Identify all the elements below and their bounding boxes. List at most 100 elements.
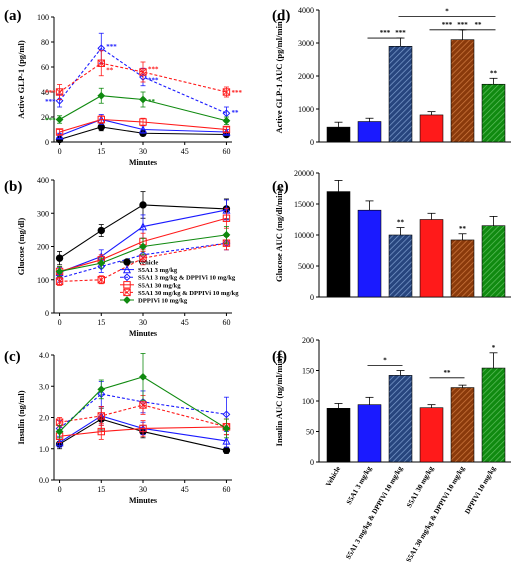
y-tick-label: 40 xyxy=(41,88,49,97)
data-point xyxy=(138,125,148,134)
x-tick-label: 30 xyxy=(139,318,147,327)
data-point xyxy=(139,201,147,209)
bar xyxy=(419,219,444,298)
bar xyxy=(481,367,506,463)
significance-label: ** xyxy=(444,369,452,377)
significance-label: ** xyxy=(459,225,467,233)
chart-panel-c: (c) 0.0 1.0 2.0 3.0 4.0 0 15 30 45 60 Minutes Insuli… xyxy=(4,349,232,505)
y-axis-label: Glucose AUC (mg/dl/min) xyxy=(274,188,284,282)
bar xyxy=(388,45,413,143)
legend-item-s5a1_3: S5A1 3 mg/kg xyxy=(120,265,178,274)
y-tick-label: 0 xyxy=(310,138,314,147)
panel-label: (d) xyxy=(272,8,290,24)
significance-label: *** xyxy=(231,89,242,97)
data-point xyxy=(139,372,147,381)
series-line xyxy=(59,418,227,451)
x-tick-label: 15 xyxy=(97,485,105,494)
category-label: Vehicle xyxy=(324,465,342,488)
series-s5a1_30 xyxy=(55,115,231,136)
bar xyxy=(357,209,382,298)
data-point xyxy=(55,88,64,96)
data-point xyxy=(97,259,106,268)
category-label: DPPIVi 10 mg/kg xyxy=(463,465,497,516)
data-point xyxy=(222,230,231,239)
y-tick-label: 1000 xyxy=(298,105,314,114)
y-tick-label: 1.0 xyxy=(39,445,49,454)
y-tick-label: 0 xyxy=(45,309,49,318)
series-line xyxy=(59,415,227,443)
x-tick-label: 60 xyxy=(222,147,230,156)
data-point xyxy=(222,109,231,118)
significance-label: * xyxy=(492,344,496,352)
legend-item-s5a1_3_dpp: S5A1 3 mg/kg & DPPIVi 10 mg/kg xyxy=(120,273,236,282)
data-point xyxy=(55,277,64,286)
series-line xyxy=(59,376,227,432)
x-tick-label: 15 xyxy=(97,318,105,327)
y-tick-label: 15000 xyxy=(294,200,314,209)
bar xyxy=(326,408,351,463)
significance-label: ** xyxy=(231,109,239,117)
bar xyxy=(357,404,382,463)
y-tick-label: 5000 xyxy=(298,262,314,271)
significance-label: * xyxy=(445,8,449,16)
y-tick-label: 0 xyxy=(310,293,314,302)
y-tick-label: 4000 xyxy=(298,6,314,15)
data-point xyxy=(139,424,147,433)
y-tick-label: 60 xyxy=(41,63,49,72)
y-tick-label: 150 xyxy=(302,367,314,376)
y-tick-label: 0 xyxy=(310,458,314,467)
panel-label: (c) xyxy=(4,349,21,365)
data-point xyxy=(97,427,105,436)
data-point xyxy=(138,222,148,231)
panel-label: (f) xyxy=(272,349,287,365)
bar xyxy=(450,39,475,143)
significance-label: *** xyxy=(148,77,159,85)
significance-label: *** xyxy=(457,21,468,29)
legend-label: DPPIVi 10 mg/kg xyxy=(138,298,188,305)
significance-label: ** xyxy=(397,219,405,227)
legend-label: Vehicle xyxy=(138,260,158,267)
y-axis-label: Active GLP-1 (pg/ml) xyxy=(16,40,26,119)
data-point xyxy=(139,118,147,126)
bar xyxy=(388,234,413,298)
significance-label: *** xyxy=(45,98,56,106)
significance-label: *** xyxy=(106,43,117,51)
legend-marker xyxy=(123,296,131,304)
significance-label: ** xyxy=(148,98,156,106)
y-axis-label: Active GLP-1 AUC (pg/ml/min) xyxy=(274,18,284,133)
data-point xyxy=(222,424,231,433)
legend-marker xyxy=(123,288,131,297)
x-tick-label: 45 xyxy=(181,147,189,156)
x-axis-label: Minutes xyxy=(129,496,157,505)
legend-item-s5a1_30: S5A1 30 mg/kg xyxy=(120,281,181,289)
series-line xyxy=(59,426,227,437)
y-tick-label: 2.0 xyxy=(39,414,49,423)
chart-panel-a: (a) 0 20 40 60 80 100 0 15 30 45 60 Minutes Active GL… xyxy=(4,8,242,167)
x-tick-label: 45 xyxy=(181,318,189,327)
data-point xyxy=(55,267,64,276)
data-point xyxy=(222,410,231,419)
data-point xyxy=(55,131,64,140)
x-tick-label: 45 xyxy=(181,485,189,494)
data-point xyxy=(55,128,64,136)
data-point xyxy=(139,242,147,251)
y-tick-label: 200 xyxy=(302,336,314,345)
series-dpp xyxy=(55,226,231,277)
series-line xyxy=(59,47,227,114)
legend-marker xyxy=(123,258,131,266)
y-tick-label: 80 xyxy=(41,38,49,47)
bar xyxy=(481,83,506,143)
y-tick-label: 50 xyxy=(306,428,314,437)
series-line xyxy=(59,204,227,259)
y-tick-label: 0.0 xyxy=(39,476,49,485)
y-tick-label: 300 xyxy=(37,209,49,218)
bar xyxy=(450,387,475,463)
legend-item-s5a1_30_dpp: S5A1 30 mg/kg & DPPIVi 10 mg/kg xyxy=(120,288,239,297)
x-tick-label: 30 xyxy=(139,485,147,494)
x-tick-label: 0 xyxy=(58,318,62,327)
data-point xyxy=(222,116,231,125)
y-axis-label: Insulin AUC (ng/ml/min) xyxy=(274,355,284,446)
legend-item-vehicle: Vehicle xyxy=(120,258,158,267)
